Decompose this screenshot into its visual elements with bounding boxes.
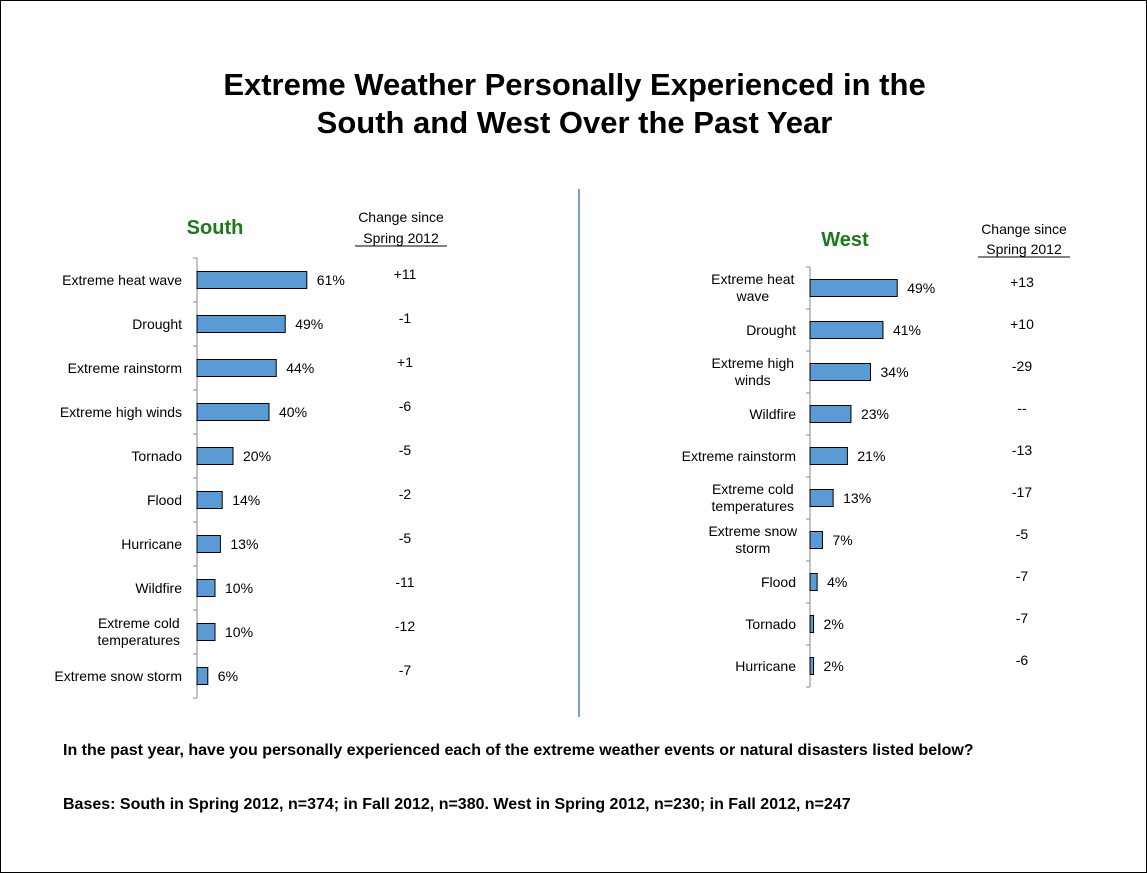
- west-bar: [809, 279, 898, 297]
- south-data-label: 6%: [218, 668, 238, 684]
- west-data-label: 4%: [827, 574, 847, 590]
- south-data-label: 61%: [317, 272, 345, 288]
- west-panel-title: West: [821, 229, 869, 251]
- west-change-value: -29: [1012, 358, 1032, 374]
- west-bar: [809, 615, 815, 633]
- south-bar: [196, 535, 221, 553]
- west-change-value: --: [1017, 400, 1027, 416]
- south-change-value: +11: [394, 266, 417, 282]
- west-bar: [809, 405, 852, 423]
- west-category-label: Wildfire: [749, 406, 796, 422]
- west-bar: [809, 363, 872, 381]
- west-data-label: 41%: [893, 322, 921, 338]
- west-bar: [809, 321, 884, 339]
- south-category-label: Extreme high winds: [60, 404, 182, 420]
- south-bar: [196, 491, 223, 509]
- south-panel-title: South: [187, 217, 244, 239]
- west-change-header: Change since: [981, 221, 1067, 237]
- west-change-value: -13: [1012, 442, 1032, 458]
- south-data-label: 10%: [225, 580, 253, 596]
- west-change-value: +10: [1010, 316, 1034, 332]
- west-category-label: Extreme cold temperatures: [712, 481, 794, 514]
- south-change-value: -5: [399, 530, 412, 546]
- west-data-label: 21%: [857, 448, 885, 464]
- south-category-label: Hurricane: [121, 536, 182, 552]
- south-change-value: -11: [395, 574, 414, 590]
- west-data-label: 49%: [907, 280, 935, 296]
- west-data-label: 2%: [824, 658, 844, 674]
- south-change-value: -6: [399, 398, 412, 414]
- south-bar: [196, 667, 209, 685]
- south-category-label: Flood: [147, 492, 182, 508]
- west-category-label: Tornado: [745, 616, 796, 632]
- west-category-label: Extreme rainstorm: [682, 448, 796, 464]
- south-change-value: -1: [399, 310, 412, 326]
- south-category-label: Extreme cold temperatures: [98, 615, 180, 648]
- west-change-value: -7: [1016, 568, 1029, 584]
- chart-title-line-2: South and West Over the Past Year: [316, 105, 833, 140]
- south-data-label: 40%: [279, 404, 307, 420]
- south-category-label: Extreme heat wave: [62, 272, 182, 288]
- west-change-value: -5: [1016, 526, 1029, 542]
- south-bar: [196, 271, 308, 289]
- west-change-value: -17: [1012, 484, 1032, 500]
- south-change-value: -7: [399, 662, 412, 678]
- south-change-value: -12: [395, 618, 415, 634]
- chart-title-line-1: Extreme Weather Personally Experienced i…: [223, 67, 926, 102]
- south-change-header: Change since: [358, 209, 444, 225]
- west-bar: [809, 489, 834, 507]
- south-data-label: 10%: [225, 624, 253, 640]
- south-data-label: 44%: [286, 360, 314, 376]
- west-category-label: Extreme high winds: [712, 355, 794, 388]
- south-data-label: 49%: [295, 316, 323, 332]
- south-bar: [196, 403, 270, 421]
- south-bar: [196, 359, 277, 377]
- west-category-label: Extreme heat wave: [711, 271, 794, 304]
- west-bar: [809, 573, 818, 591]
- survey-bases: Bases: South in Spring 2012, n=374; in F…: [63, 796, 851, 813]
- south-bar: [196, 315, 286, 333]
- south-change-value: -5: [399, 442, 412, 458]
- south-change-value: +1: [397, 354, 413, 370]
- west-change-value: +13: [1010, 274, 1034, 290]
- west-data-label: 13%: [843, 490, 871, 506]
- south-bar: [196, 579, 216, 597]
- west-data-label: 2%: [824, 616, 844, 632]
- west-change-value: -6: [1016, 652, 1029, 668]
- west-data-label: 34%: [881, 364, 909, 380]
- west-change-value: -7: [1016, 610, 1029, 626]
- west-change-header-period: Spring 2012: [986, 241, 1062, 257]
- south-category-label: Extreme rainstorm: [68, 360, 182, 376]
- survey-question: In the past year, have you personally ex…: [63, 742, 974, 759]
- west-category-label: Extreme snow storm: [708, 523, 798, 556]
- west-category-label: Drought: [746, 322, 796, 338]
- south-category-label: Tornado: [131, 448, 182, 464]
- south-category-label: Wildfire: [135, 580, 182, 596]
- south-data-label: 14%: [232, 492, 260, 508]
- west-data-label: 23%: [861, 406, 889, 422]
- south-category-label: Extreme snow storm: [54, 668, 182, 684]
- west-bar: [809, 447, 848, 465]
- west-data-label: 7%: [832, 532, 852, 548]
- west-category-label: Flood: [761, 574, 796, 590]
- south-category-label: Drought: [132, 316, 182, 332]
- south-change-value: -2: [399, 486, 412, 502]
- south-data-label: 20%: [243, 448, 271, 464]
- west-bar: [809, 657, 815, 675]
- south-bar: [196, 447, 234, 465]
- south-bar: [196, 623, 216, 641]
- south-data-label: 13%: [230, 536, 258, 552]
- west-category-label: Hurricane: [735, 658, 796, 674]
- west-bar: [809, 531, 823, 549]
- south-change-header-period: Spring 2012: [363, 230, 439, 246]
